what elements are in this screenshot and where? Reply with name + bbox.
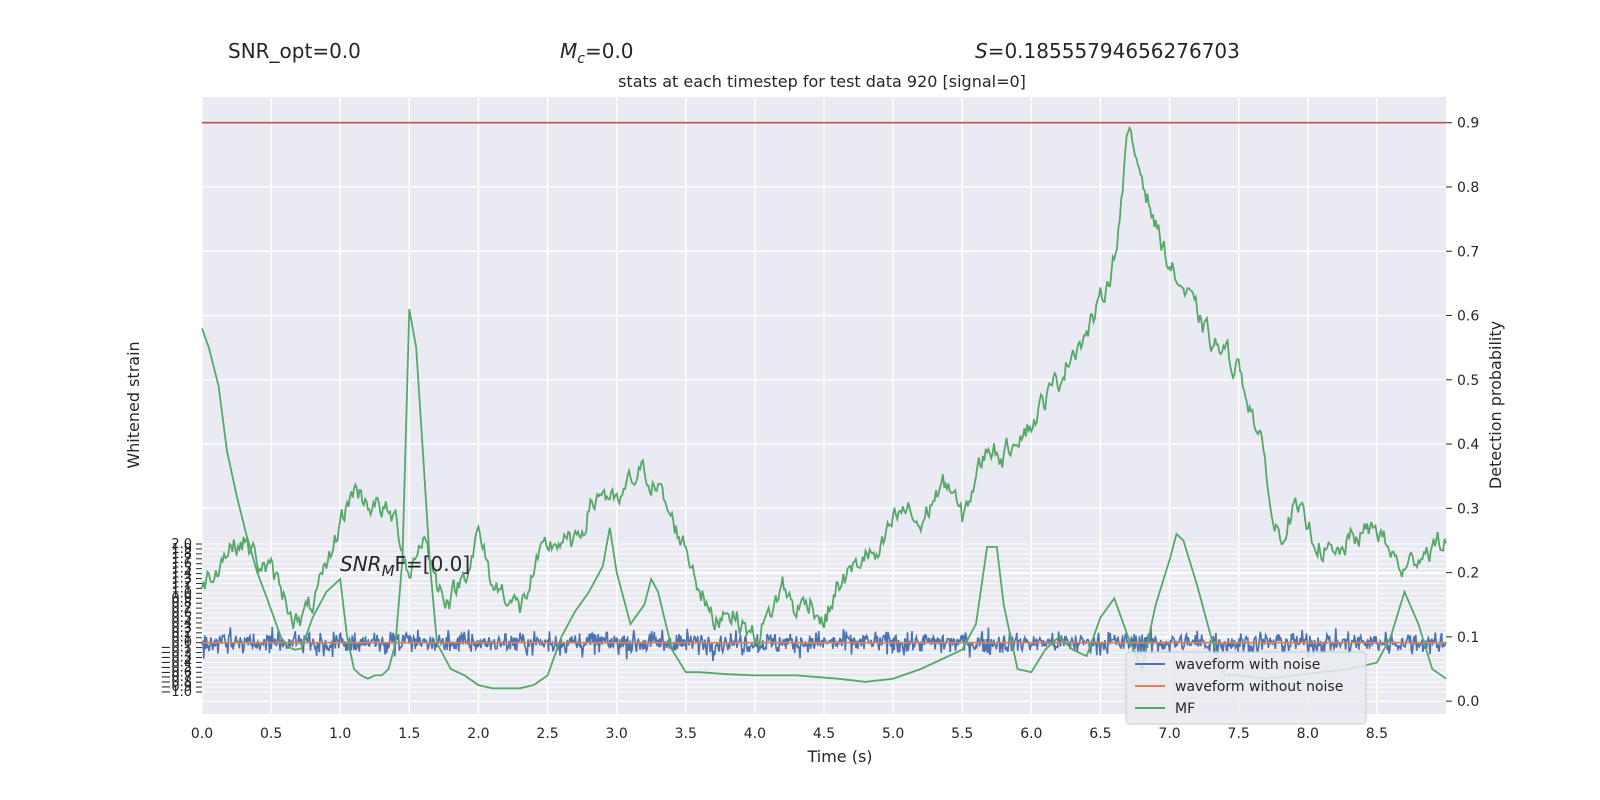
chart-title: stats at each timestep for test data 920…	[618, 72, 1026, 91]
right-tick-label: 0.9	[1457, 116, 1479, 132]
left-tick-label: −0.8	[160, 675, 192, 690]
legend: waveform with noise waveform without noi…	[1125, 651, 1367, 725]
left-tick-label: 1.5	[171, 562, 192, 577]
x-tick-label: 5.0	[882, 726, 904, 742]
right-tick-label: 0.2	[1457, 566, 1479, 582]
left-axis-label: Whitened strain	[124, 341, 143, 468]
snr-mf-sub: M	[382, 562, 395, 580]
right-axis-label: Detection probability	[1486, 321, 1505, 489]
left-tick-label: 0.6	[171, 606, 192, 621]
left-tick-label: 1.3	[171, 572, 192, 587]
left-tick-label: −0.4	[160, 655, 192, 670]
legend-label-noise: waveform with noise	[1175, 657, 1320, 673]
left-tick-label: 1.0	[171, 586, 192, 601]
mc-label: Mc=0.0	[560, 39, 634, 67]
x-tick-label: 0.5	[260, 726, 282, 742]
x-axis-label: Time (s)	[806, 747, 872, 766]
left-tick-label: −0.5	[160, 660, 192, 675]
legend-box	[1125, 651, 1367, 725]
s-label: S=0.18555794656276703	[975, 39, 1240, 63]
x-tick-label: 6.5	[1089, 726, 1111, 742]
x-tick-label: 0.0	[191, 726, 213, 742]
x-tick-label: 3.0	[606, 726, 628, 742]
left-tick-label: 1.2	[171, 576, 192, 591]
left-tick-label: 1.1	[171, 581, 192, 596]
left-tick-label: 0.7	[171, 601, 192, 616]
left-tick-label: −0.7	[160, 670, 192, 685]
left-tick-label: 1.9	[171, 542, 192, 557]
s-value: =0.18555794656276703	[988, 39, 1240, 63]
right-tick-label: 0.4	[1457, 437, 1479, 453]
left-tick-label: −1.0	[160, 685, 192, 700]
left-tick-label: −0.1	[160, 641, 192, 656]
x-tick-label: 7.0	[1158, 726, 1180, 742]
left-tick-label: 0.3	[171, 621, 192, 636]
left-tick-label: −0.6	[160, 665, 192, 680]
left-tick-label: 1.8	[171, 547, 192, 562]
mc-symbol: M	[560, 39, 577, 63]
x-tick-label: 5.5	[951, 726, 973, 742]
left-tick-label: −0.3	[160, 650, 192, 665]
s-symbol: S	[975, 39, 988, 63]
left-tick-label: 0.9	[171, 591, 192, 606]
left-tick-label: 0.5	[171, 611, 192, 626]
right-tick-label: 0.3	[1457, 501, 1479, 517]
right-tick-label: 0.8	[1457, 180, 1479, 196]
x-tick-label: 1.0	[329, 726, 351, 742]
ticks-layer: 0.0 0.5 1.0 1.5 2.0 2.5 3.0 3.5 4.0 4.5 5.0 5.5 6.0 6…	[160, 116, 1479, 742]
x-tick-label: 4.0	[744, 726, 766, 742]
left-tick-label: 0.1	[171, 631, 192, 646]
right-tick-label: 0.5	[1457, 373, 1479, 389]
x-tick-label: 1.5	[398, 726, 420, 742]
series-mf	[201, 308, 1447, 690]
left-tick-label: 1.7	[171, 552, 192, 567]
right-tick-label: 0.1	[1457, 630, 1479, 646]
snr-mf-annotation: SNRMF=[0.0]	[340, 552, 470, 580]
legend-label-clean: waveform without noise	[1175, 679, 1343, 695]
left-tick-label: 0.0	[171, 636, 192, 651]
left-tick-label: −0.9	[160, 680, 192, 695]
right-tick-label: 0.0	[1457, 694, 1479, 710]
x-tick-label: 4.5	[813, 726, 835, 742]
x-tick-label: 7.5	[1228, 726, 1250, 742]
x-tick-label: 6.0	[1020, 726, 1042, 742]
left-tick-label: 0.8	[171, 596, 192, 611]
series-detection-probability	[201, 125, 1447, 649]
left-tick-label: 0.2	[171, 626, 192, 641]
left-tick-label: 1.6	[171, 557, 192, 572]
x-tick-label: 8.5	[1366, 726, 1388, 742]
series-layer	[201, 121, 1447, 690]
x-tick-label: 8.0	[1297, 726, 1319, 742]
mc-sub: c	[577, 51, 585, 67]
legend-label-mf: MF	[1175, 701, 1195, 717]
right-tick-label: 0.6	[1457, 309, 1479, 325]
left-tick-label: 2.0	[171, 537, 192, 552]
left-tick-label: 0.4	[171, 616, 192, 631]
x-tick-label: 2.0	[467, 726, 489, 742]
left-tick-label: 1.4	[171, 567, 192, 582]
snr-mf-value: F=[0.0]	[395, 552, 471, 576]
x-tick-label: 3.5	[675, 726, 697, 742]
x-tick-label: 2.5	[536, 726, 558, 742]
snr-opt-label: SNR_opt=0.0	[228, 39, 361, 63]
left-tick-label: −0.2	[160, 646, 192, 661]
snr-mf-symbol: SNR	[340, 552, 382, 576]
right-tick-label: 0.7	[1457, 244, 1479, 260]
mc-value: =0.0	[585, 39, 634, 63]
